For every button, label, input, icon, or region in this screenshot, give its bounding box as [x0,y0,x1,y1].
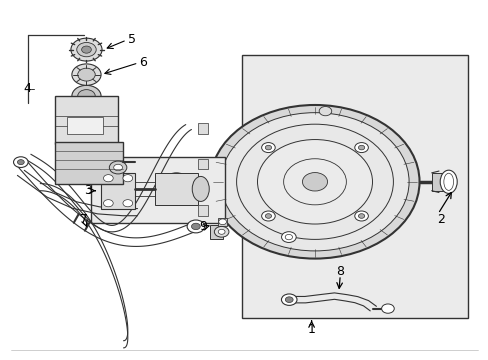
Circle shape [283,159,346,205]
Circle shape [72,64,101,85]
Circle shape [358,145,364,150]
Circle shape [218,219,226,225]
Circle shape [261,143,275,153]
Bar [210,225,222,239]
Circle shape [210,105,419,258]
Circle shape [214,226,228,237]
Circle shape [281,294,296,305]
Bar [431,173,443,191]
Bar [55,143,122,184]
Circle shape [103,200,113,207]
Text: 2: 2 [437,213,445,226]
Bar [67,117,103,134]
Circle shape [257,140,372,224]
Circle shape [122,200,132,207]
Circle shape [261,211,275,221]
Text: 5: 5 [127,33,135,46]
Bar [198,123,207,134]
Circle shape [354,143,367,153]
Circle shape [77,42,96,57]
Text: 7: 7 [80,213,88,226]
Bar [91,157,224,223]
Ellipse shape [160,173,192,205]
Circle shape [81,46,91,53]
Circle shape [302,172,327,191]
Circle shape [358,214,364,218]
Bar [217,217,227,226]
Circle shape [265,145,271,150]
Circle shape [218,229,224,234]
Bar [55,96,118,144]
Bar [198,205,207,216]
Circle shape [71,38,102,61]
Circle shape [221,113,408,251]
Bar [242,55,467,318]
Circle shape [354,211,367,221]
Circle shape [285,234,292,240]
Circle shape [114,164,122,171]
Circle shape [236,124,393,239]
Circle shape [18,159,24,165]
Circle shape [191,223,200,230]
Circle shape [78,90,95,103]
Circle shape [381,304,393,313]
Ellipse shape [439,170,456,193]
Text: 4: 4 [23,82,31,95]
Text: 1: 1 [307,323,315,336]
Circle shape [187,220,204,233]
Bar [198,158,207,169]
Circle shape [109,161,126,174]
Text: 8: 8 [336,265,344,278]
Ellipse shape [443,173,453,190]
Ellipse shape [164,176,188,202]
Text: 3: 3 [84,184,92,197]
Circle shape [14,157,28,167]
Circle shape [265,214,271,218]
Bar [101,173,135,208]
Circle shape [281,232,296,243]
Circle shape [319,107,331,116]
Circle shape [103,175,113,182]
Ellipse shape [192,176,209,202]
Circle shape [78,68,95,81]
Circle shape [72,85,101,107]
Text: 6: 6 [139,56,147,69]
Bar [154,173,198,205]
Circle shape [122,175,132,182]
Text: 9: 9 [199,220,207,233]
Circle shape [285,297,292,302]
